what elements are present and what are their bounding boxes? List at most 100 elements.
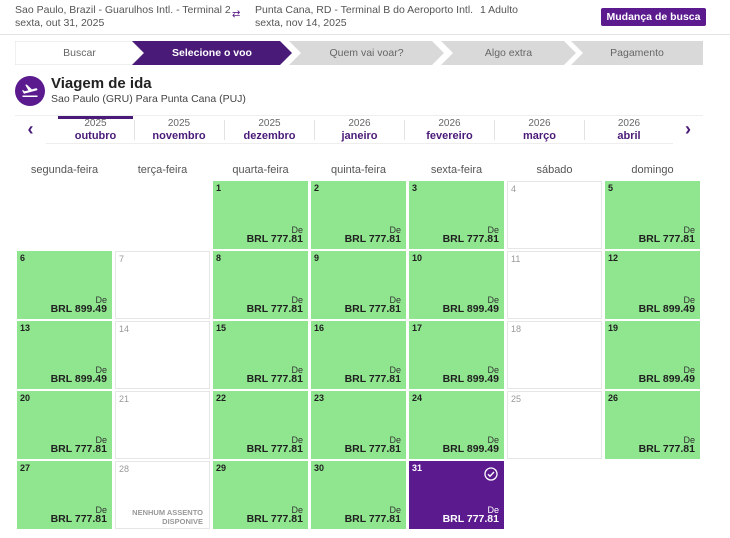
fare-price: BRL 777.81 bbox=[442, 513, 499, 525]
fare-price: BRL 777.81 bbox=[246, 303, 303, 315]
day-number: 9 bbox=[314, 253, 320, 263]
day-cell-selected[interactable]: 31 De BRL 777.81 bbox=[409, 461, 504, 529]
day-cell[interactable]: 23 De BRL 777.81 bbox=[311, 391, 406, 459]
step-label: Pagamento bbox=[610, 47, 664, 59]
header-divider bbox=[0, 34, 730, 35]
depart-date: sexta, out 31, 2025 bbox=[15, 17, 105, 29]
month-year: 2026 bbox=[438, 118, 461, 129]
month-year: 2025 bbox=[84, 118, 107, 129]
weekday-label: terça-feira bbox=[137, 164, 188, 176]
day-cell[interactable]: 13 De BRL 899.49 bbox=[17, 321, 112, 389]
fare-price: BRL 899.49 bbox=[50, 373, 107, 385]
fare-price: BRL 777.81 bbox=[344, 443, 401, 455]
origin-text: Sao Paulo, Brazil - Guarulhos Intl. - Te… bbox=[15, 4, 231, 16]
month-year: 2025 bbox=[167, 118, 191, 129]
day-number: 30 bbox=[314, 463, 325, 473]
price-prefix: De bbox=[389, 295, 401, 305]
day-cell[interactable]: 27 De BRL 777.81 bbox=[17, 461, 112, 529]
fare-price: BRL 777.81 bbox=[344, 233, 401, 245]
fare-price: BRL 777.81 bbox=[638, 443, 695, 455]
month-tab-dezembro[interactable]: 2025 dezembro bbox=[225, 116, 314, 144]
price-prefix: De bbox=[389, 225, 401, 235]
day-number: 21 bbox=[119, 394, 130, 404]
day-cell: 14 bbox=[115, 321, 210, 389]
price-prefix: De bbox=[683, 225, 695, 235]
step-buscar[interactable]: Buscar bbox=[15, 41, 144, 65]
day-cell[interactable]: 24 De BRL 899.49 bbox=[409, 391, 504, 459]
day-cell[interactable]: 22 De BRL 777.81 bbox=[213, 391, 308, 459]
weekday-label: segunda-feira bbox=[30, 164, 99, 176]
price-prefix: De bbox=[95, 435, 107, 445]
fare-price: BRL 899.49 bbox=[50, 303, 107, 315]
day-cell[interactable]: 9 De BRL 777.81 bbox=[311, 251, 406, 319]
day-cell[interactable]: 12 De BRL 899.49 bbox=[605, 251, 700, 319]
price-prefix: De bbox=[389, 365, 401, 375]
month-name: março bbox=[522, 130, 557, 142]
fare-price: BRL 777.81 bbox=[50, 443, 107, 455]
month-tab-fevereiro[interactable]: 2026 fevereiro bbox=[405, 116, 494, 144]
trip-title: Viagem de ida bbox=[51, 75, 152, 92]
price-prefix: De bbox=[95, 365, 107, 375]
price-prefix: De bbox=[291, 365, 303, 375]
swap-icon: ⇄ bbox=[232, 9, 241, 20]
day-number: 31 bbox=[412, 463, 423, 473]
month-divider bbox=[224, 120, 225, 140]
check-circle-icon bbox=[484, 467, 498, 486]
month-tab-novembro[interactable]: 2025 novembro bbox=[135, 116, 223, 144]
day-number: 8 bbox=[216, 253, 222, 263]
price-prefix: De bbox=[683, 295, 695, 305]
day-cell[interactable]: 16 De BRL 777.81 bbox=[311, 321, 406, 389]
day-cell: 28 NENHUM ASSENTO DISPONIVE bbox=[115, 461, 210, 529]
month-divider bbox=[584, 120, 585, 140]
airplane-icon bbox=[15, 76, 45, 106]
day-number: 23 bbox=[314, 393, 325, 403]
day-cell: 4 bbox=[507, 181, 602, 249]
day-cell[interactable]: 1 De BRL 777.81 bbox=[213, 181, 308, 249]
day-cell[interactable]: 30 De BRL 777.81 bbox=[311, 461, 406, 529]
return-date: sexta, nov 14, 2025 bbox=[255, 17, 347, 29]
day-cell[interactable]: 5 De BRL 777.81 bbox=[605, 181, 700, 249]
next-month-button[interactable]: › bbox=[673, 116, 703, 144]
fare-price: BRL 899.49 bbox=[442, 303, 499, 315]
day-number: 4 bbox=[511, 184, 517, 194]
trip-summary-header: Sao Paulo, Brazil - Guarulhos Intl. - Te… bbox=[0, 0, 730, 34]
day-number: 2 bbox=[314, 183, 320, 193]
prev-month-button[interactable]: ‹ bbox=[15, 116, 46, 144]
price-prefix: De bbox=[291, 295, 303, 305]
day-cell[interactable]: 19 De BRL 899.49 bbox=[605, 321, 700, 389]
day-cell[interactable]: 3 De BRL 777.81 bbox=[409, 181, 504, 249]
day-number: 27 bbox=[20, 463, 31, 473]
day-cell[interactable]: 6 De BRL 899.49 bbox=[17, 251, 112, 319]
day-cell[interactable]: 2 De BRL 777.81 bbox=[311, 181, 406, 249]
day-number: 3 bbox=[412, 183, 418, 193]
month-divider bbox=[494, 120, 495, 140]
step-pagamento: Pagamento bbox=[571, 41, 703, 65]
day-number: 10 bbox=[412, 253, 423, 263]
price-prefix: De bbox=[487, 225, 499, 235]
day-cell[interactable]: 8 De BRL 777.81 bbox=[213, 251, 308, 319]
month-name: outubro bbox=[74, 130, 117, 142]
month-tab-janeiro[interactable]: 2026 janeiro bbox=[315, 116, 404, 144]
day-cell[interactable]: 15 De BRL 777.81 bbox=[213, 321, 308, 389]
destination-text: Punta Cana, RD - Terminal B do Aeroporto… bbox=[255, 4, 474, 16]
day-cell[interactable]: 29 De BRL 777.81 bbox=[213, 461, 308, 529]
day-cell[interactable]: 20 De BRL 777.81 bbox=[17, 391, 112, 459]
day-cell[interactable]: 10 De BRL 899.49 bbox=[409, 251, 504, 319]
day-number: 1 bbox=[216, 183, 222, 193]
price-prefix: De bbox=[95, 505, 107, 515]
day-number: 17 bbox=[412, 323, 423, 333]
day-cell[interactable]: 17 De BRL 899.49 bbox=[409, 321, 504, 389]
day-cell[interactable]: 26 De BRL 777.81 bbox=[605, 391, 700, 459]
day-cell: 11 bbox=[507, 251, 602, 319]
month-divider bbox=[134, 120, 135, 140]
month-tab-outubro[interactable]: 2025 outubro bbox=[58, 116, 133, 144]
price-prefix: De bbox=[389, 435, 401, 445]
change-search-button[interactable]: Mudança de busca bbox=[601, 8, 706, 26]
fare-price: BRL 777.81 bbox=[442, 233, 499, 245]
month-tab-marco[interactable]: 2026 março bbox=[495, 116, 584, 144]
day-cell: 18 bbox=[507, 321, 602, 389]
month-tab-abril[interactable]: 2026 abril bbox=[585, 116, 673, 144]
day-number: 16 bbox=[314, 323, 325, 333]
day-number: 14 bbox=[119, 324, 130, 334]
month-name: novembro bbox=[152, 130, 206, 142]
